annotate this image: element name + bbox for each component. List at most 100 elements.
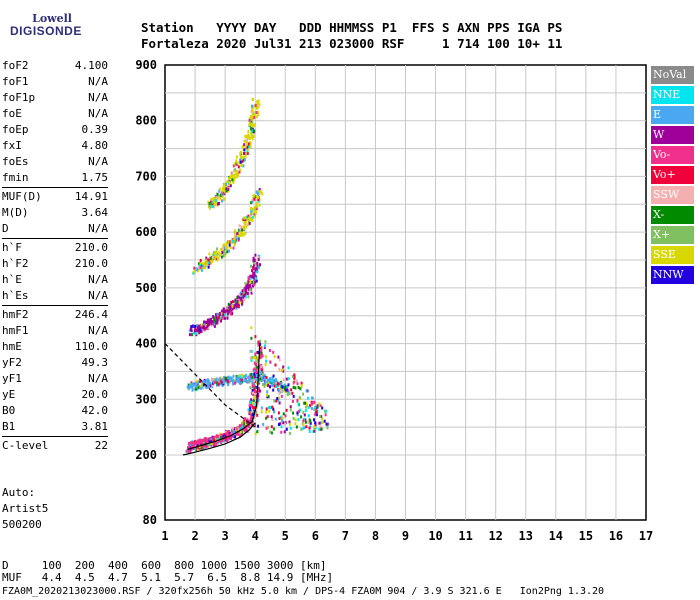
legend-item-vo: Vo- (651, 146, 694, 164)
echo-point (227, 383, 230, 387)
echo-point (198, 262, 200, 266)
echo-point (249, 145, 252, 149)
echo-point (193, 383, 195, 387)
echo-point (257, 424, 259, 428)
echo-point (252, 256, 255, 260)
echo-point (199, 261, 202, 265)
echo-point (259, 377, 262, 381)
echo-point (255, 203, 258, 207)
y-tick-label: 800 (135, 114, 157, 128)
y-tick-label: 400 (135, 337, 157, 351)
echo-point (226, 309, 229, 313)
echo-point (215, 377, 218, 381)
echo-point (240, 291, 243, 295)
echo-point (241, 373, 243, 377)
echo-point (240, 155, 243, 158)
echo-point (198, 446, 201, 450)
echo-point (206, 325, 209, 329)
echo-point (213, 378, 215, 382)
echo-point (232, 380, 234, 384)
echo-point (234, 298, 237, 302)
echo-point (258, 199, 260, 203)
parameter-value: 49.3 (81, 356, 109, 369)
echo-point (247, 375, 250, 379)
echo-point (257, 105, 260, 109)
echo-point (222, 307, 225, 311)
echo-point (208, 440, 211, 444)
echo-point (253, 129, 256, 133)
header-line1: Station YYYY DAY DDD HHMMSS P1 FFS S AXN… (141, 20, 563, 35)
echo-point (284, 387, 287, 391)
parameter-row: hmF1 N/A (2, 323, 108, 339)
legend-item-e: E (651, 106, 694, 124)
echo-point (251, 388, 254, 392)
echo-point (272, 350, 275, 354)
echo-point (207, 383, 210, 387)
echo-point (291, 375, 294, 378)
echo-point (247, 277, 250, 281)
echo-point (254, 352, 257, 356)
echo-point (283, 383, 286, 387)
echo-point (193, 442, 196, 446)
echo-point (258, 387, 260, 390)
echo-point (251, 355, 254, 359)
echo-point (295, 379, 298, 383)
echo-point (250, 121, 253, 125)
echo-point (225, 189, 228, 193)
echo-point (241, 302, 243, 306)
echo-point (323, 419, 326, 423)
echo-point (228, 181, 231, 185)
echo-point (260, 349, 263, 353)
echo-point (274, 363, 277, 367)
echo-point (226, 250, 229, 254)
echo-point (285, 386, 288, 390)
echo-point (279, 422, 282, 426)
echo-point (219, 187, 222, 191)
echo-point (198, 445, 201, 448)
echo-point (243, 155, 246, 159)
echo-point (232, 246, 235, 250)
echo-point (277, 398, 280, 402)
echo-point (194, 329, 196, 333)
echo-point (254, 403, 257, 407)
echo-point (252, 123, 255, 127)
echo-point (253, 259, 256, 262)
echo-point (289, 405, 292, 409)
autoscaling-info: Auto: Artist5 500200 (2, 485, 48, 533)
echo-point (319, 404, 322, 408)
echo-point (244, 216, 247, 220)
echo-point (264, 380, 267, 384)
echo-point (239, 381, 242, 385)
echo-point (200, 440, 203, 443)
echo-point (186, 385, 189, 389)
echo-point (239, 158, 242, 162)
echo-point (251, 274, 254, 278)
parameter-label: h`E (2, 273, 22, 286)
echo-point (251, 404, 254, 408)
echo-point (278, 396, 280, 400)
echo-point (247, 408, 250, 412)
echo-point (234, 300, 237, 303)
echo-point (200, 386, 203, 390)
echo-point (292, 385, 295, 389)
parameter-row: fxI 4.80 (2, 138, 108, 154)
echo-point (278, 358, 281, 362)
echo-point (239, 168, 242, 172)
echo-point (229, 175, 232, 179)
echo-point (228, 380, 230, 383)
echo-point (210, 441, 213, 445)
echo-point (275, 378, 277, 382)
echo-point (192, 271, 195, 275)
echo-point (237, 295, 240, 299)
echo-point (227, 375, 230, 379)
echo-point (235, 302, 238, 306)
echo-point (221, 199, 224, 203)
echo-point (243, 158, 246, 162)
parameter-row: h`Es N/A (2, 288, 108, 304)
parameter-row: foF1p N/A (2, 90, 108, 106)
echo-point (241, 231, 244, 235)
echo-point (236, 427, 239, 431)
echo-point (289, 426, 292, 430)
echo-point (212, 253, 215, 256)
echo-point (268, 409, 271, 413)
